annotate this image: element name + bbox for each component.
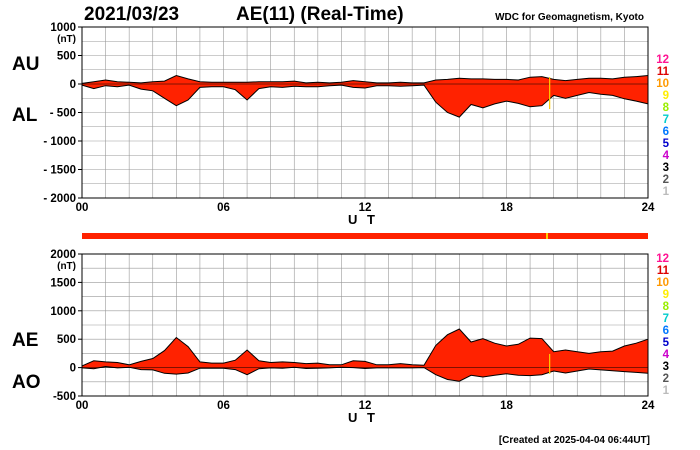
ae-ao-y-tick-label: 2000 — [50, 249, 76, 261]
station-key-12: 12 — [656, 54, 669, 66]
ae-ao-y-tick-label: 1000 — [50, 306, 76, 318]
ae-ao-x-label: U T — [348, 410, 378, 425]
au-al-y-tick-label: 0 — [70, 79, 76, 91]
au-al-grid — [81, 26, 649, 199]
station-key-1: 1 — [663, 385, 670, 397]
au-al-x-label: U T — [348, 212, 378, 227]
au-al-area — [81, 74, 649, 118]
station-key-4: 4 — [663, 150, 670, 162]
ae-ao-x-tick-label: 24 — [642, 400, 655, 412]
plot-date: 2021/03/23 — [84, 4, 179, 25]
station-key-9: 9 — [663, 289, 669, 301]
station-key-8: 8 — [663, 301, 670, 313]
ae-ao-y-tick-label: 500 — [57, 334, 76, 346]
station-key-12: 12 — [656, 253, 669, 265]
ae-ao-frame — [81, 253, 649, 397]
series-au-line — [81, 74, 649, 84]
series-ae-line — [81, 328, 649, 367]
series-ao-line — [81, 365, 649, 382]
ae-ao-y-tick-label: 1500 — [50, 277, 76, 289]
au-al-y-tick-label: - 500 — [50, 108, 76, 120]
created-timestamp: [Created at 2025-04-04 06:44UT] — [499, 435, 650, 446]
station-key-6: 6 — [663, 325, 669, 337]
ae-ao-unit-label: (nT) — [57, 261, 76, 272]
ae-ao-area — [81, 328, 649, 382]
station-key-8: 8 — [663, 102, 670, 114]
ae-ao-x-tick-label: 12 — [359, 400, 372, 412]
au-al-y-tick-label: 1000 — [50, 22, 76, 34]
ae-ao-y-ticks: 2000 1500 1000 500 0 -500 — [50, 249, 82, 403]
ae-ao-y-tick-label: 0 — [70, 363, 76, 375]
au-al-panel: 1000 500 0 - 500 - 1000 - 1500 - 2000 00 06 12 18… — [12, 22, 655, 227]
au-al-x-tick-label: 18 — [500, 202, 513, 214]
ae-ao-grid — [81, 253, 649, 397]
station-key-5: 5 — [663, 138, 670, 150]
au-al-x-tick-label: 12 — [359, 202, 372, 214]
organization-label: WDC for Geomagnetism, Kyoto — [495, 12, 644, 23]
au-al-y-tick-label: 500 — [57, 51, 76, 63]
station-key-11: 11 — [657, 265, 670, 277]
station-key-2: 2 — [663, 174, 669, 186]
data-gap-marker — [546, 233, 548, 239]
station-key-7: 7 — [663, 313, 669, 325]
al-label: AL — [12, 105, 38, 126]
au-al-y-tick-label: - 1000 — [43, 136, 76, 148]
station-key-2: 2 — [663, 373, 669, 385]
station-key-3: 3 — [663, 361, 669, 373]
station-key-1: 1 — [663, 186, 670, 198]
au-al-x-tick-label: 00 — [76, 202, 89, 214]
ae-ao-x-ticks: 00 06 12 18 24 — [76, 400, 655, 412]
station-key-5: 5 — [663, 337, 670, 349]
au-al-x-ticks: 00 06 12 18 24 — [76, 202, 655, 214]
au-al-y-ticks: 1000 500 0 - 500 - 1000 - 1500 - 2000 — [43, 22, 82, 205]
ae-ao-panel: 2000 1500 1000 500 0 -500 00 06 12 18 24 (nT) U T… — [12, 249, 655, 425]
au-label: AU — [12, 54, 39, 75]
au-al-y-tick-label: - 2000 — [43, 193, 76, 205]
ae-ao-y-tick-label: -500 — [53, 391, 76, 403]
au-al-fill — [82, 75, 648, 118]
data-availability-bar — [82, 233, 648, 239]
ae-ao-x-tick-label: 18 — [500, 400, 513, 412]
station-key-10: 10 — [656, 78, 669, 90]
au-al-x-tick-label: 06 — [217, 202, 230, 214]
ae-label: AE — [12, 330, 38, 351]
ao-label: AO — [12, 372, 41, 393]
au-al-y-tick-label: - 1500 — [43, 165, 76, 177]
station-key-6: 6 — [663, 126, 669, 138]
station-key-10: 10 — [656, 277, 669, 289]
series-al-line — [81, 84, 649, 118]
ae-ao-x-tick-label: 00 — [76, 400, 89, 412]
au-al-x-tick-label: 24 — [642, 202, 655, 214]
station-key-7: 7 — [663, 114, 669, 126]
au-al-unit-label: (nT) — [57, 34, 76, 45]
station-key-4: 4 — [663, 349, 670, 361]
station-key-3: 3 — [663, 162, 669, 174]
plot-title: AE(11) (Real-Time) — [236, 4, 404, 25]
ae-ao-x-tick-label: 06 — [217, 400, 230, 412]
station-key-11: 11 — [657, 66, 670, 78]
station-key-9: 9 — [663, 90, 669, 102]
